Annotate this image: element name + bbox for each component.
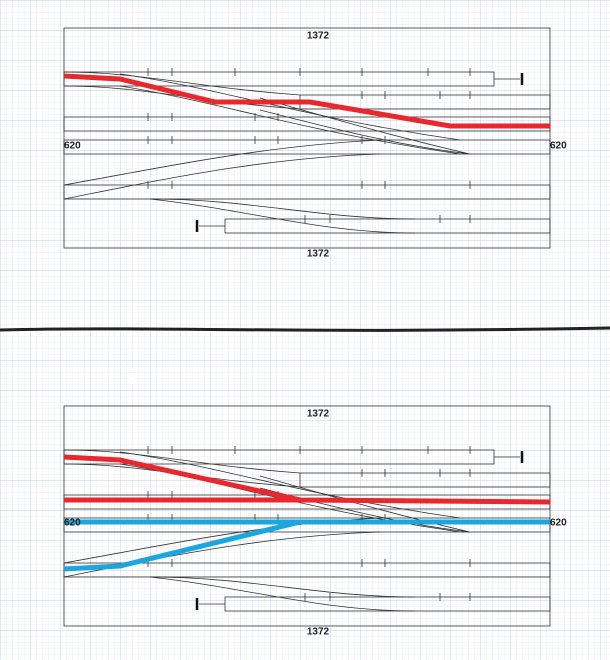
panel-top: 1372 1372 620 620 [62,26,567,260]
tear-line [0,326,610,332]
dimension-label: 620 [64,518,81,529]
dimension-label: 1372 [307,409,330,420]
dimension-label: 1372 [307,31,330,42]
dimension-label: 620 [64,141,81,152]
route-red [63,73,550,129]
paper-spot [130,373,137,380]
dimension-label: 1372 [307,627,330,638]
dimension-label: 620 [550,518,567,529]
dimension-label: 620 [550,141,567,152]
dimension-label: 1372 [307,249,330,260]
panel-bottom: 1372 1372 620 620 [62,404,567,638]
route-blue [63,519,550,572]
route-red [63,454,551,505]
